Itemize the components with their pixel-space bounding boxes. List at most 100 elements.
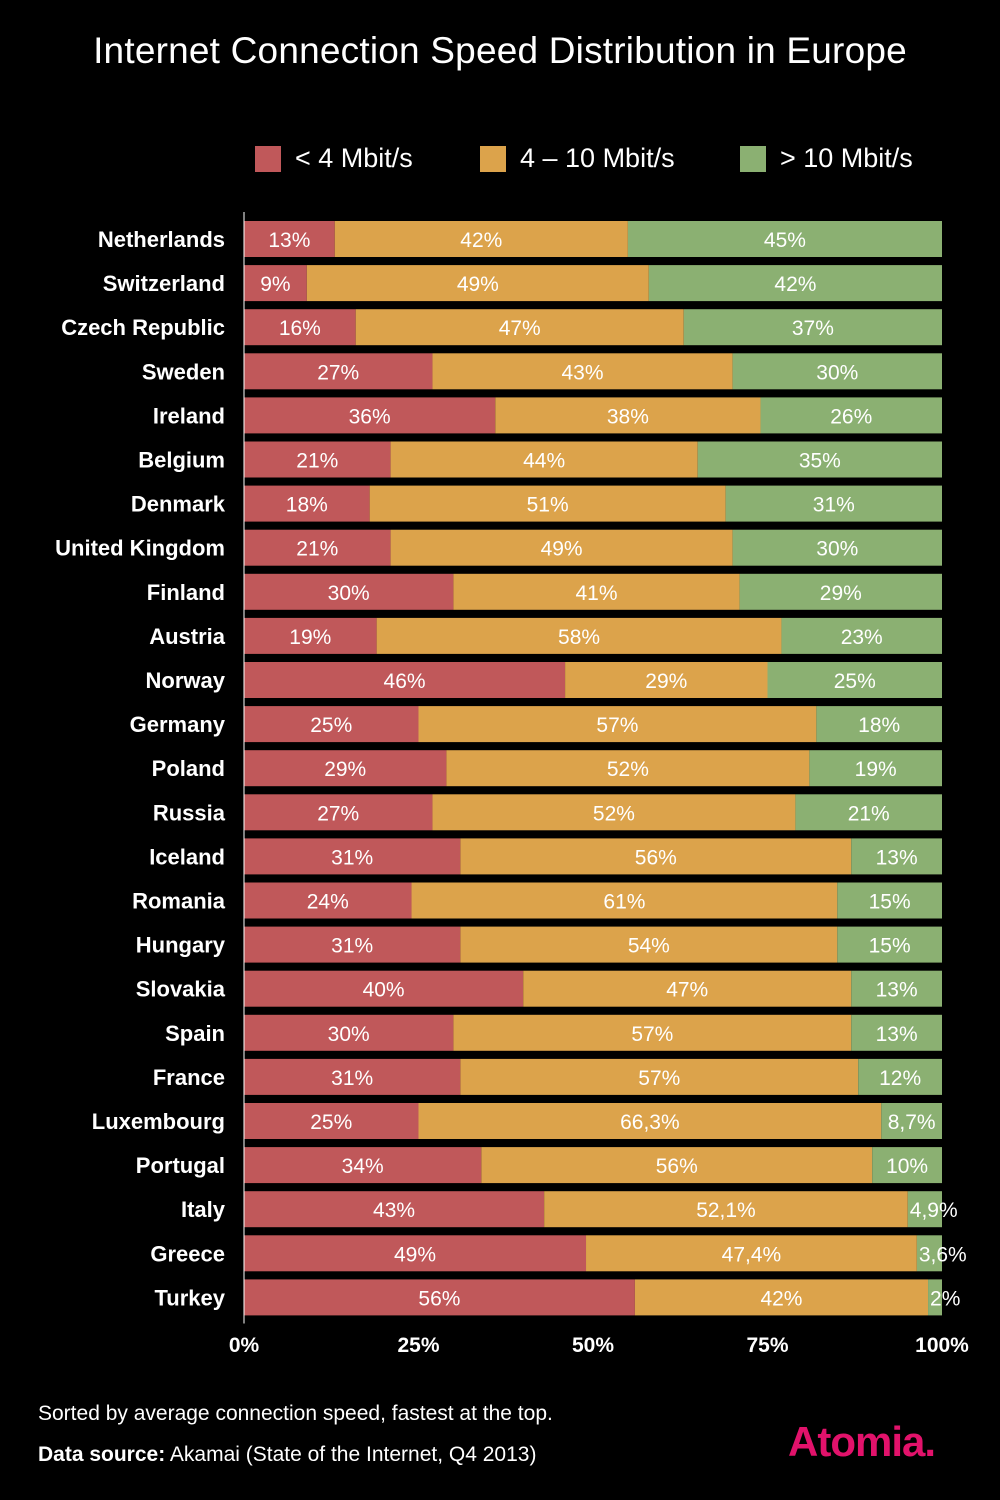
category-label-belgium: Belgium — [138, 448, 225, 473]
data-label-france-s0: 31% — [331, 1067, 373, 1090]
bar-segment-hungary-s1 — [460, 926, 838, 963]
bar-segment-portugal-s0 — [244, 1147, 482, 1184]
data-label-slovakia-s1: 47% — [666, 979, 708, 1002]
bar-segment-sweden-s2 — [732, 353, 942, 390]
bar-segment-czech-republic-s0 — [244, 309, 356, 346]
bar-segment-poland-s2 — [809, 750, 942, 787]
data-label-romania-s2: 15% — [869, 891, 911, 914]
data-label-hungary-s0: 31% — [331, 935, 373, 958]
footnote: Sorted by average connection speed, fast… — [38, 1402, 553, 1425]
data-label-france-s1: 57% — [638, 1067, 680, 1090]
bar-segment-austria-s2 — [781, 617, 942, 654]
data-label-austria-s2: 23% — [841, 626, 883, 649]
bar-segment-norway-s1 — [565, 662, 768, 698]
x-tick-label-75: 75% — [746, 1334, 788, 1357]
category-label-slovakia: Slovakia — [136, 977, 226, 1002]
bar-segment-ireland-s1 — [495, 397, 761, 434]
data-label-germany-s0: 25% — [310, 714, 352, 737]
bar-segment-italy-s1 — [544, 1191, 908, 1228]
data-label-denmark-s0: 18% — [286, 494, 328, 517]
data-label-turkey-s1: 42% — [760, 1287, 802, 1310]
data-label-poland-s2: 19% — [855, 758, 897, 781]
data-label-portugal-s0: 34% — [342, 1155, 384, 1178]
data-label-italy-s2: 4,9% — [910, 1199, 958, 1222]
bar-segment-greece-s2 — [916, 1235, 942, 1272]
bar-segment-slovakia-s1 — [523, 970, 852, 1007]
bar-segment-denmark-s0 — [244, 485, 370, 522]
legend-swatch-medium — [480, 145, 506, 172]
data-label-russia-s0: 27% — [317, 802, 359, 825]
data-label-luxembourg-s1: 66,3% — [620, 1111, 680, 1134]
data-label-luxembourg-s2: 8,7% — [888, 1111, 936, 1134]
bar-segment-greece-s1 — [586, 1235, 917, 1272]
data-label-norway-s0: 46% — [384, 670, 426, 693]
bar-segment-france-s0 — [244, 1058, 461, 1095]
data-label-netherlands-s0: 13% — [268, 229, 310, 252]
data-label-norway-s1: 29% — [645, 670, 687, 693]
bar-segment-denmark-s1 — [369, 485, 726, 522]
data-label-iceland-s1: 56% — [635, 846, 677, 869]
bar-segment-slovakia-s2 — [851, 970, 942, 1007]
x-tick-label-50: 50% — [572, 1334, 614, 1357]
bar-segment-greece-s0 — [244, 1235, 587, 1272]
bar-segment-finland-s0 — [244, 573, 454, 610]
bar-segment-united-kingdom-s1 — [390, 529, 733, 566]
bar-segment-iceland-s1 — [460, 838, 852, 875]
data-label-hungary-s1: 54% — [628, 935, 670, 958]
data-label-slovakia-s0: 40% — [363, 979, 405, 1002]
data-label-iceland-s0: 31% — [331, 846, 373, 869]
bar-segment-czech-republic-s2 — [683, 309, 942, 346]
data-label-czech-republic-s2: 37% — [792, 317, 834, 340]
bar-segment-norway-s0 — [244, 662, 566, 698]
data-label-spain-s2: 13% — [876, 1023, 918, 1046]
bar-segment-austria-s0 — [244, 617, 377, 654]
data-label-finland-s2: 29% — [820, 582, 862, 605]
bar-segment-luxembourg-s1 — [418, 1103, 882, 1139]
category-label-iceland: Iceland — [149, 844, 225, 869]
x-tick-label-100: 100% — [915, 1334, 969, 1357]
category-label-austria: Austria — [149, 624, 226, 649]
x-tick-label-0: 0% — [229, 1334, 260, 1357]
bar-segment-poland-s1 — [446, 750, 810, 787]
bar-segment-italy-s2 — [907, 1191, 942, 1228]
bar-segment-turkey-s1 — [634, 1279, 929, 1316]
data-label-russia-s1: 52% — [593, 802, 635, 825]
bar-segment-spain-s0 — [244, 1014, 454, 1051]
bar-segment-romania-s0 — [244, 882, 412, 919]
legend-item-medium: 4 – 10 Mbit/s — [480, 143, 675, 174]
data-label-netherlands-s1: 42% — [460, 229, 502, 252]
bar-segment-belgium-s0 — [244, 441, 391, 478]
legend-label-slow: < 4 Mbit/s — [295, 143, 413, 173]
data-label-hungary-s2: 15% — [869, 935, 911, 958]
category-label-france: France — [153, 1065, 225, 1090]
data-label-belgium-s1: 44% — [523, 450, 565, 473]
data-label-ireland-s1: 38% — [607, 405, 649, 428]
bar-segment-france-s1 — [460, 1058, 859, 1095]
data-label-sweden-s1: 43% — [562, 361, 604, 384]
bar-segment-portugal-s1 — [481, 1147, 873, 1184]
bar-segment-luxembourg-s2 — [881, 1103, 942, 1139]
category-label-finland: Finland — [147, 580, 225, 605]
data-label-slovakia-s2: 13% — [876, 979, 918, 1002]
bar-segment-turkey-s2 — [928, 1279, 942, 1316]
bar-segment-sweden-s1 — [432, 353, 733, 390]
data-label-turkey-s0: 56% — [418, 1287, 460, 1310]
bar-segment-finland-s2 — [739, 573, 942, 610]
category-label-ireland: Ireland — [153, 403, 225, 428]
data-label-finland-s0: 30% — [328, 582, 370, 605]
data-label-austria-s0: 19% — [289, 626, 331, 649]
category-label-sweden: Sweden — [142, 359, 225, 384]
category-label-united-kingdom: United Kingdom — [55, 536, 225, 561]
bar-segment-united-kingdom-s2 — [732, 529, 942, 566]
category-label-denmark: Denmark — [131, 492, 226, 517]
data-label-denmark-s1: 51% — [527, 494, 569, 517]
category-label-italy: Italy — [181, 1197, 226, 1222]
data-label-spain-s1: 57% — [631, 1023, 673, 1046]
category-label-norway: Norway — [146, 668, 226, 693]
category-label-hungary: Hungary — [136, 933, 226, 958]
data-label-norway-s2: 25% — [834, 670, 876, 693]
data-label-finland-s1: 41% — [575, 582, 617, 605]
bar-segment-russia-s0 — [244, 794, 433, 831]
data-label-switzerland-s1: 49% — [457, 273, 499, 296]
bar-segment-poland-s0 — [244, 750, 447, 787]
